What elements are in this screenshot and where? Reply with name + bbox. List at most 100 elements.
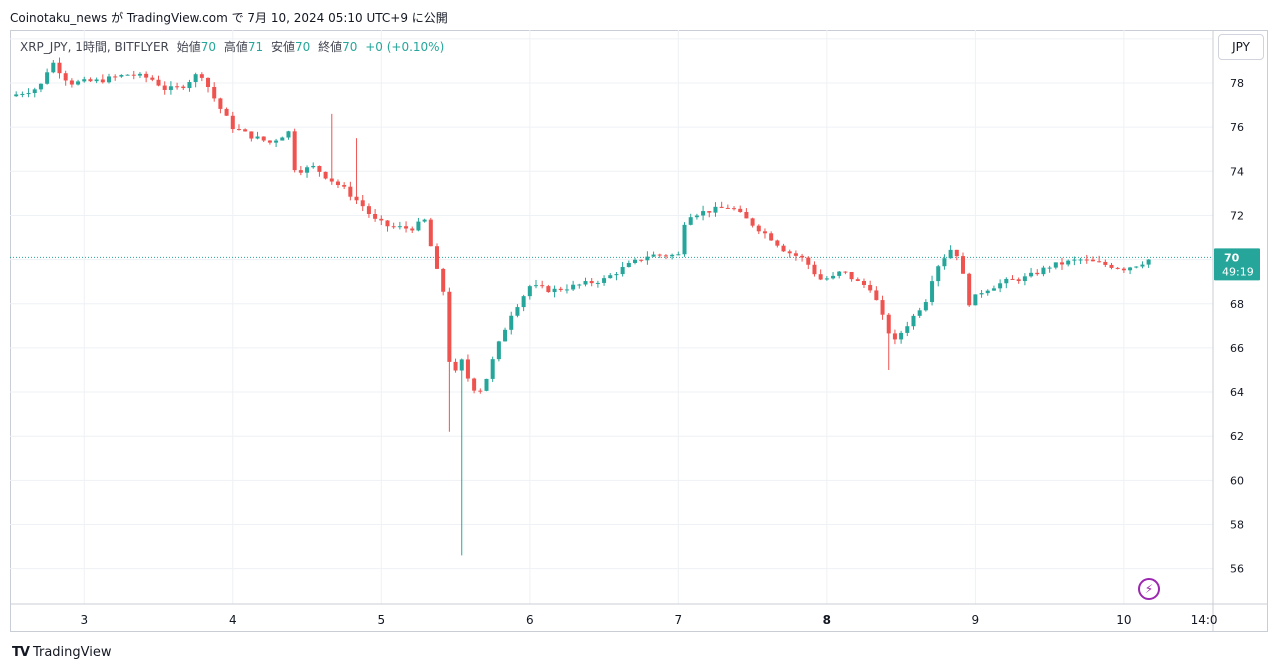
candle-body [1053, 262, 1058, 268]
candle-body [509, 315, 514, 330]
candle-body [583, 281, 588, 285]
candle-body [626, 262, 631, 268]
candle-body [1010, 278, 1015, 280]
candle-body [694, 215, 699, 218]
candle-body [608, 275, 613, 279]
close-label: 終値 [318, 40, 343, 54]
symbol-info[interactable]: XRP_JPY, 1時間, BITFLYER [20, 40, 169, 54]
tradingview-brand[interactable]: TV TradingView [12, 645, 111, 660]
open-label: 始値 [176, 40, 201, 54]
candle-body [948, 249, 953, 259]
chart-frame[interactable] [10, 30, 1268, 632]
candle-body [236, 129, 241, 131]
candle-body [1029, 272, 1034, 277]
candle-body [979, 293, 984, 295]
candle-body [1121, 268, 1126, 271]
candle-body [688, 217, 693, 225]
candle-body [1004, 278, 1009, 284]
tradingview-logo-icon: TV [12, 645, 30, 660]
price-tick-label: 56 [1230, 563, 1244, 576]
candle-body [614, 274, 619, 276]
candle-body [831, 275, 836, 279]
publish-info: Coinotaku_news が TradingView.com で 7月 10… [10, 11, 448, 25]
candle-body [20, 93, 25, 95]
candle-body [354, 196, 359, 201]
candle-body [651, 254, 656, 257]
price-tick-label: 64 [1230, 386, 1244, 399]
candle-body [57, 62, 62, 74]
time-tick-label: 4 [229, 613, 237, 627]
candle-body [1090, 259, 1095, 262]
candle-body [744, 211, 749, 219]
candle-body [453, 361, 458, 371]
candle-body [769, 233, 774, 241]
low-value: 70 [294, 40, 311, 54]
candle-body [472, 378, 477, 391]
candle-body [249, 131, 254, 139]
candle-body [32, 89, 37, 94]
candle-body [199, 74, 204, 78]
candle-body [800, 255, 805, 258]
candle-body [874, 290, 879, 301]
candle-body [397, 226, 402, 228]
candle-body [69, 80, 74, 85]
currency-button[interactable]: JPY [1218, 34, 1264, 60]
candle-body [849, 271, 854, 280]
candle-body [633, 259, 638, 263]
candle-body [88, 79, 93, 82]
candle-body [490, 359, 495, 379]
candle-body [94, 79, 99, 82]
candle-body [880, 300, 885, 315]
candle-body [230, 115, 235, 130]
candle-body [181, 86, 186, 89]
candle-body [738, 208, 743, 212]
candle-body [855, 279, 860, 281]
candle-body [416, 221, 421, 231]
close-value: 70 [342, 40, 358, 54]
price-tick-label: 60 [1230, 474, 1244, 487]
time-tick-label: 7 [675, 613, 683, 627]
candle-body [973, 294, 978, 306]
candle-body [280, 137, 285, 141]
candle-body [193, 74, 198, 83]
time-tick-label: 14:0 [1191, 613, 1218, 627]
candle-body [1084, 259, 1089, 261]
candle-body [676, 254, 681, 256]
candle-body [329, 178, 334, 182]
candle-body [323, 171, 328, 179]
candle-body [373, 214, 378, 219]
candle-body [682, 224, 687, 255]
lightning-icon[interactable]: ⚡ [1138, 578, 1160, 600]
candle-body [385, 220, 390, 227]
candle-body [663, 255, 668, 257]
candle-body [267, 140, 272, 143]
candle-body [379, 218, 384, 221]
candle-body [991, 288, 996, 291]
candle-body [1035, 272, 1040, 275]
candle-body [1097, 261, 1102, 263]
candle-body [899, 332, 904, 340]
candle-body [818, 274, 823, 280]
candle-body [1078, 259, 1083, 261]
chart-legend: XRP_JPY, 1時間, BITFLYER 始値70 高値71 安値70 終値… [20, 38, 444, 55]
candle-body [824, 278, 829, 280]
candle-body [645, 256, 650, 261]
candle-body [546, 286, 551, 293]
candle-body [422, 219, 427, 222]
candle-body [571, 284, 576, 290]
candle-body [224, 108, 229, 116]
last-price-tag: 70 49:19 [1214, 248, 1260, 281]
candle-body [602, 278, 607, 283]
candle-body [521, 296, 526, 308]
candle-body [787, 251, 792, 254]
candle-body [187, 82, 192, 89]
candle-body [713, 206, 718, 213]
candle-body [38, 83, 43, 90]
candle-body [1072, 259, 1077, 261]
candle-body [175, 86, 180, 88]
candle-body [144, 73, 149, 78]
candle-body [552, 288, 557, 293]
high-label: 高値 [223, 40, 248, 54]
time-tick-label: 5 [377, 613, 385, 627]
